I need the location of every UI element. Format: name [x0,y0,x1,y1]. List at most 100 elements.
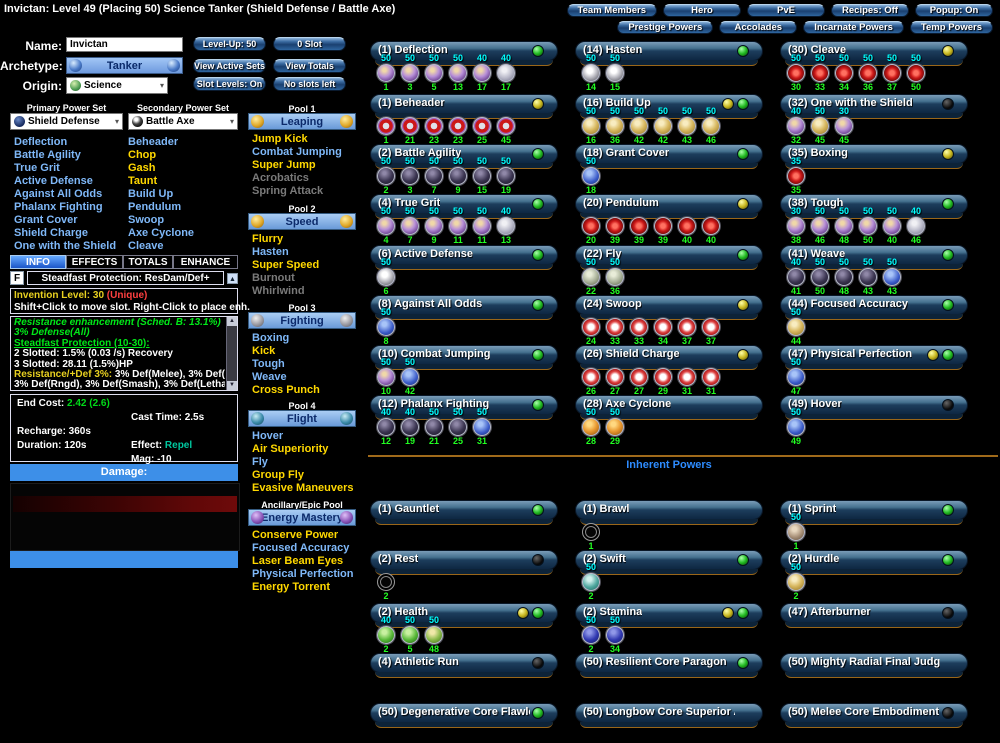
no-slots-button[interactable]: No slots left [273,77,346,91]
power-bar[interactable]: (2) Rest [370,550,558,575]
powerset-item-grant-cover[interactable]: Grant Cover [14,214,78,226]
power-bar[interactable]: (1) Beheader [370,94,558,119]
enhancement-slot[interactable]: 50 34 [832,54,856,92]
pool-item-hasten[interactable]: Hasten [252,246,289,258]
powerset-item-beheader[interactable]: Beheader [128,136,179,148]
enhancement-slot[interactable]: 21 [398,107,422,145]
enhancement-slot[interactable]: 50 50 [856,207,880,245]
power-bar[interactable]: (47) Afterburner [780,603,968,628]
pool-item-boxing[interactable]: Boxing [252,332,290,344]
powerset-item-one-with-the-shield[interactable]: One with the Shield [14,240,117,252]
enhancement-slot[interactable]: 50 34 [603,616,627,654]
enhancement-slot[interactable]: 40 [675,207,699,245]
pool-header-leaping[interactable]: Leaping [248,113,356,130]
powerset-item-active-defense[interactable]: Active Defense [14,175,93,187]
enhancement-slot[interactable]: 50 13 [446,54,470,92]
power-bar[interactable]: (2) Stamina [575,603,763,628]
power-bar[interactable]: (1) Gauntlet [370,500,558,525]
power-bar[interactable]: (22) Fly [575,245,763,270]
slot-count-button[interactable]: 0 Slot [273,37,346,51]
power-bar[interactable]: (26) Shield Charge [575,345,763,370]
primary-powerset-select[interactable]: Shield Defense ▾ [10,113,123,130]
toolbar-button-accolades[interactable]: Accolades [719,21,798,34]
pool-item-physical-perfection[interactable]: Physical Perfection [252,568,354,580]
enhancement-slot[interactable]: 35 35 [784,157,808,195]
pool-item-acrobatics[interactable]: Acrobatics [252,172,309,184]
enhancement-slot[interactable]: 40 12 [374,408,398,446]
powerset-item-true-grit[interactable]: True Grit [14,162,60,174]
power-bar[interactable]: (30) Cleave [780,41,968,66]
power-bar[interactable]: (14) Hasten [575,41,763,66]
enhancement-slot[interactable]: 40 17 [494,54,518,92]
powerset-item-phalanx-fighting[interactable]: Phalanx Fighting [14,201,103,213]
enhancement-slot[interactable]: 50 46 [699,107,723,145]
power-bar[interactable]: (50) Longbow Core Superior Ally [575,703,763,728]
pool-item-jump-kick[interactable]: Jump Kick [252,133,308,145]
enhancement-slot[interactable]: 50 29 [603,408,627,446]
toolbar-button-temp-powers[interactable]: Temp Powers [909,21,993,34]
enhancement-slot[interactable]: 39 [651,207,675,245]
pool-item-spring-attack[interactable]: Spring Attack [252,185,324,197]
power-bar[interactable]: (20) Pendulum [575,194,763,219]
enhancement-slot[interactable]: 26 [579,358,603,396]
enhancement-slot[interactable]: 50 22 [579,258,603,296]
enhancement-slot[interactable]: 23 [422,107,446,145]
view-active-sets-button[interactable]: View Active Sets [193,59,266,73]
scroll-up-icon[interactable]: ▲ [227,317,237,326]
enhancement-slot[interactable]: 50 2 [579,616,603,654]
pool-item-weave[interactable]: Weave [252,371,287,383]
level-up-button[interactable]: Level-Up: 50 [193,37,266,51]
enhancement-slot[interactable]: 50 46 [808,207,832,245]
tab-info[interactable]: INFO [10,255,66,269]
enhancement-slot[interactable]: 50 50 [904,54,928,92]
toolbar-button-pve[interactable]: PvE [747,4,825,17]
enhancement-slot[interactable]: 50 15 [470,157,494,195]
power-bar[interactable]: (50) Degenerative Core Flawless Interf [370,703,558,728]
origin-select[interactable]: Science ▾ [66,77,168,94]
popup-window-icon[interactable]: ▲ [227,273,238,284]
enhancement-slot[interactable]: 40 19 [398,408,422,446]
enhancement-slot[interactable]: 39 [627,207,651,245]
toolbar-button-prestige-powers[interactable]: Prestige Powers [617,21,714,34]
enhancement-slot[interactable]: 37 [675,308,699,346]
power-bar[interactable]: (50) Melee Core Embodiment [780,703,968,728]
power-bar[interactable]: (50) Resilient Core Paragon [575,653,763,678]
power-bar[interactable]: (12) Phalanx Fighting [370,395,558,420]
enhancement-slot[interactable]: 40 13 [494,207,518,245]
enhancement-slot[interactable]: 40 46 [904,207,928,245]
enhancement-slot[interactable]: 50 31 [470,408,494,446]
enhancement-slot[interactable]: 50 2 [374,157,398,195]
power-bar[interactable]: (32) One with the Shield [780,94,968,119]
pool-item-super-jump[interactable]: Super Jump [252,159,316,171]
power-bar[interactable]: (4) Athletic Run [370,653,558,678]
enhancement-slot[interactable]: 23 [446,107,470,145]
enhancement-slot[interactable]: 40 32 [784,107,808,145]
pool-item-focused-accuracy[interactable]: Focused Accuracy [252,542,350,554]
enhancement-slot[interactable]: 45 [494,107,518,145]
pool-header-flight[interactable]: Flight [248,410,356,427]
enhancement-slot[interactable]: 50 15 [603,54,627,92]
toolbar-button-recipes-off[interactable]: Recipes: Off [831,4,909,17]
pool-item-energy-torrent[interactable]: Energy Torrent [252,581,331,593]
enhancement-slot[interactable]: 31 [699,358,723,396]
enhancement-slot[interactable]: 30 45 [832,107,856,145]
toolbar-button-hero[interactable]: Hero [663,4,741,17]
power-bar[interactable]: (50) Mighty Radial Final Judgement [780,653,968,678]
power-bar[interactable]: (8) Against All Odds [370,295,558,320]
enhancement-slot[interactable]: 27 [603,358,627,396]
f-button[interactable]: F [10,271,24,285]
tab-effects[interactable]: EFFECTS [66,255,123,269]
enhancement-slot[interactable]: 25 [470,107,494,145]
enhancement-slot[interactable]: 20 [579,207,603,245]
power-bar[interactable]: (44) Focused Accuracy [780,295,968,320]
enhancement-slot[interactable]: 50 8 [374,308,398,346]
toolbar-button-incarnate-powers[interactable]: Incarnate Powers [803,21,904,34]
enhancement-slot[interactable]: 34 [651,308,675,346]
power-bar[interactable]: (28) Axe Cyclone [575,395,763,420]
powerset-item-axe-cyclone[interactable]: Axe Cyclone [128,227,195,239]
enhancement-slot[interactable]: 40 41 [784,258,808,296]
enhancement-slot[interactable]: 50 42 [651,107,675,145]
pool-item-air-superiority[interactable]: Air Superiority [252,443,329,455]
power-bar[interactable]: (1) Sprint [780,500,968,525]
enhancement-slot[interactable]: 40 17 [470,54,494,92]
